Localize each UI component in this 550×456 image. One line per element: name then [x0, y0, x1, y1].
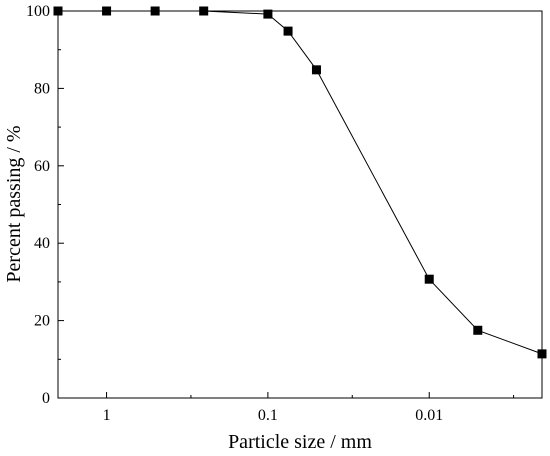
data-point-marker [537, 349, 547, 359]
data-point-marker [283, 26, 293, 36]
y-tick-label: 60 [34, 158, 50, 175]
y-tick-label: 100 [26, 3, 50, 20]
y-tick-label: 20 [34, 313, 50, 330]
x-axis: 1 0.1 0.01 [103, 392, 515, 424]
y-tick-label: 40 [34, 235, 50, 252]
series-markers [53, 6, 547, 359]
y-axis-label: Percent passing / % [3, 125, 25, 282]
series-line [58, 10, 543, 355]
data-point-marker [199, 6, 209, 16]
data-point-marker [53, 6, 63, 16]
x-tick-label: 1 [103, 407, 111, 424]
data-point-marker [102, 6, 112, 16]
data-point-marker [473, 325, 483, 335]
data-point-marker [424, 274, 434, 284]
data-point-marker [150, 6, 160, 16]
plot-frame [57, 10, 543, 399]
data-point-marker [311, 65, 321, 75]
x-tick-label: 0.01 [415, 407, 443, 424]
y-tick-label: 80 [34, 80, 50, 97]
x-axis-label: Particle size / mm [228, 431, 372, 453]
y-tick-label: 0 [42, 390, 50, 407]
x-tick-label: 0.1 [258, 407, 278, 424]
data-point-marker [263, 9, 273, 19]
